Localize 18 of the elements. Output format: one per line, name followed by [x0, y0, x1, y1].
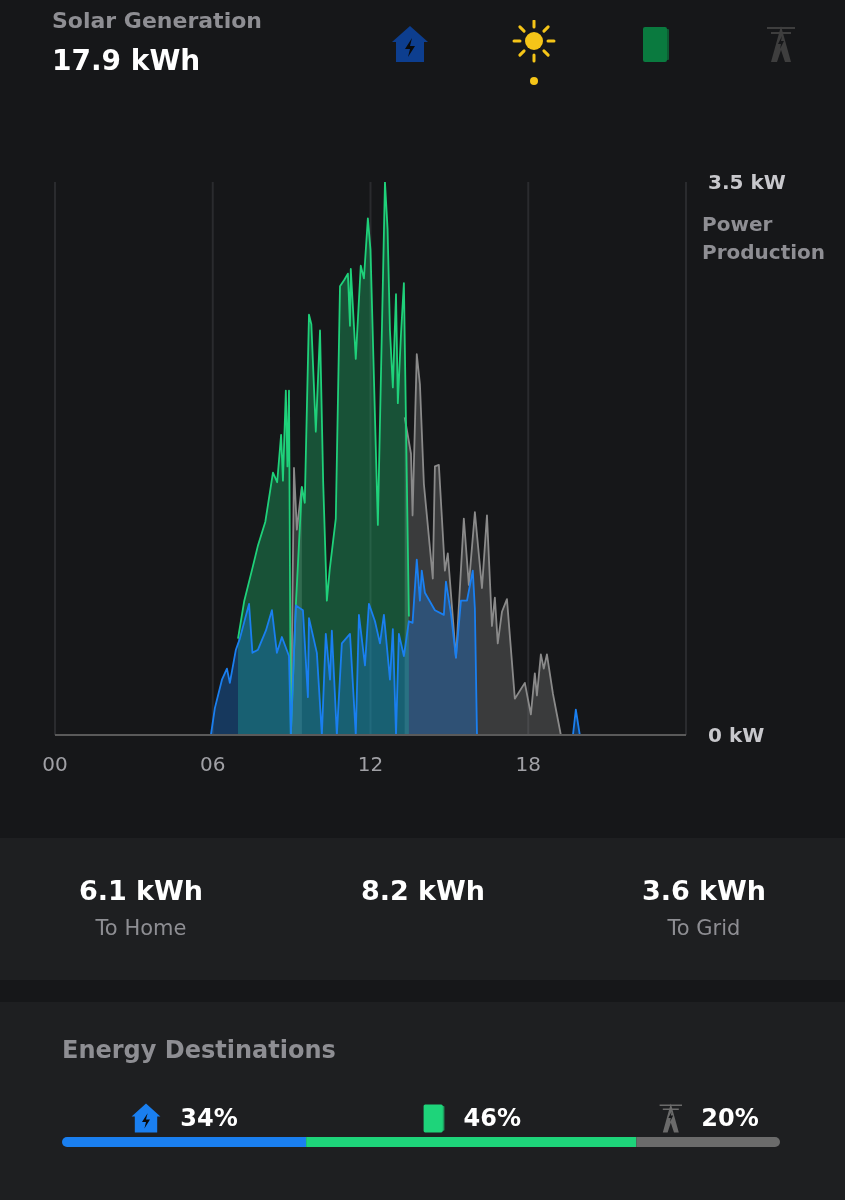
- x-tick-label: 12: [357, 752, 384, 777]
- chart-title: Solar Generation: [52, 8, 262, 33]
- data-label: 20%: [701, 1104, 759, 1132]
- text: 8.2 kWh: [359, 875, 487, 906]
- text: 3.6 kWh: [640, 875, 768, 906]
- y-tick-label: 3.5 kW: [708, 170, 786, 194]
- data-label: 34%: [180, 1104, 238, 1132]
- text: 6.1 kWh: [77, 875, 205, 906]
- data-label: 46%: [463, 1104, 521, 1132]
- x-tick-label: 18: [515, 752, 541, 777]
- y-tick-label: 0 kW: [708, 723, 765, 747]
- chart-subtitle: 17.9 kWh: [52, 44, 201, 77]
- chart-title: Energy Destinations: [62, 1036, 336, 1064]
- x-tick-label: 06: [200, 752, 226, 777]
- text: To Home: [94, 916, 188, 940]
- text: To Grid: [666, 916, 742, 940]
- y-axis-title: Power Production: [702, 211, 827, 266]
- x-tick-label: 00: [42, 752, 68, 777]
